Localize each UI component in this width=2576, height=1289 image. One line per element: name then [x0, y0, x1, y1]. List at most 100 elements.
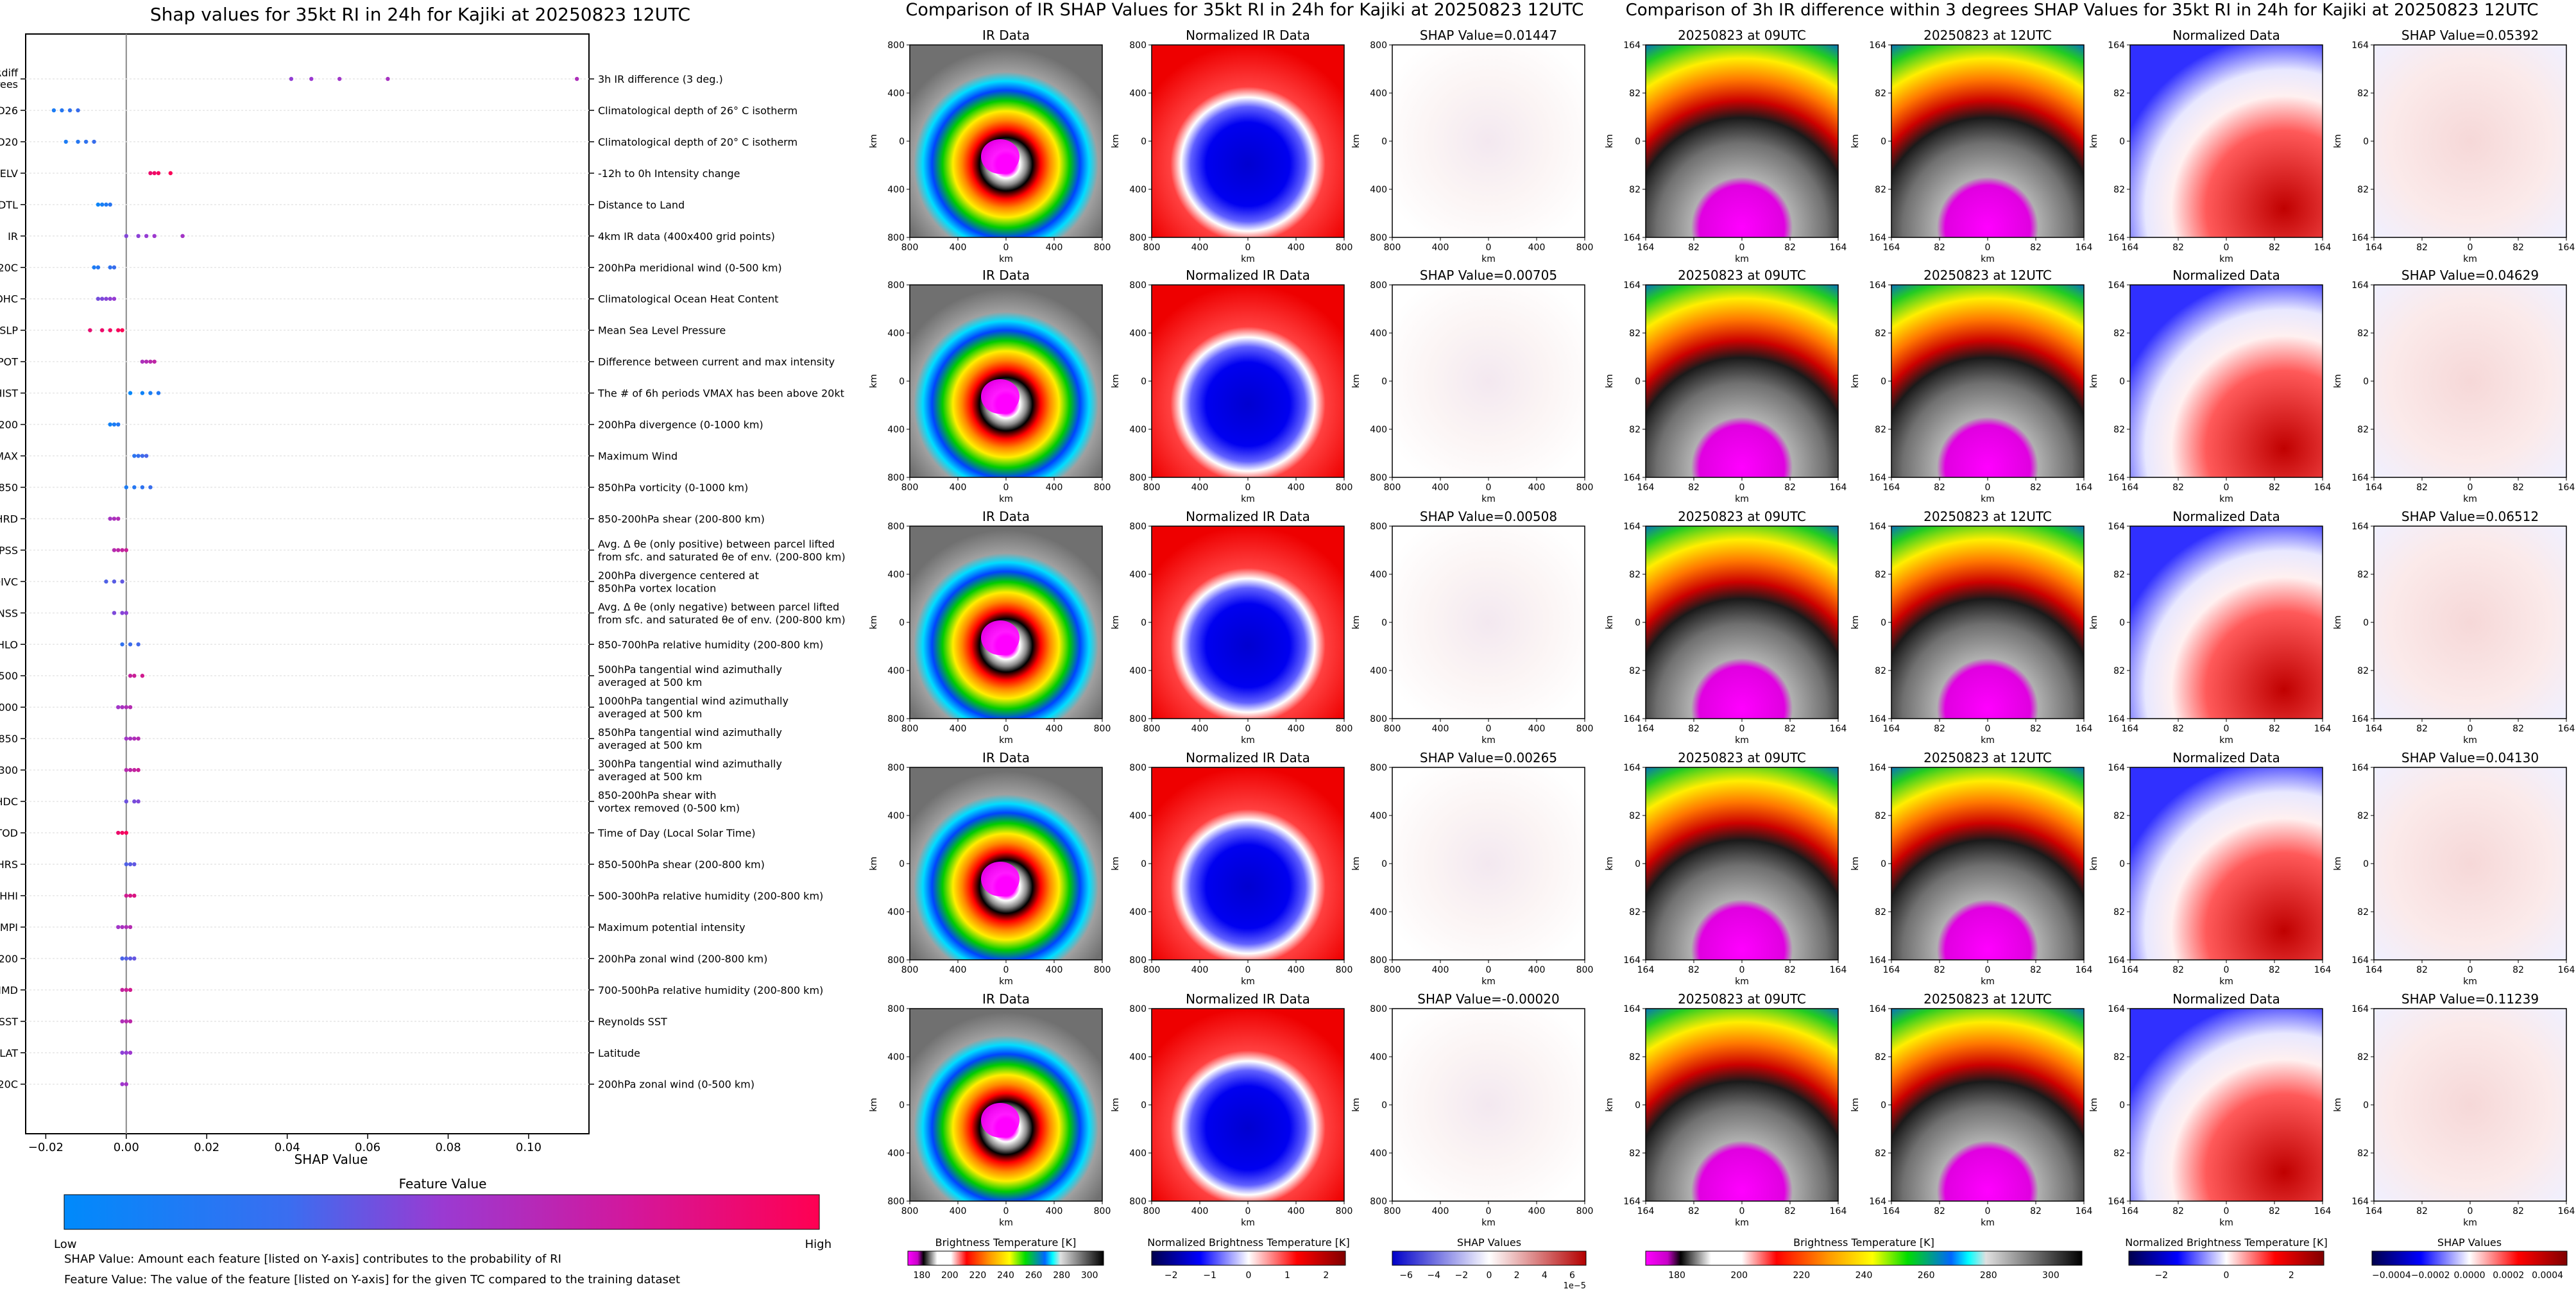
shap-dot	[152, 359, 157, 364]
shap-dot	[108, 265, 112, 269]
x-tick-label: 400	[1288, 482, 1305, 493]
colorbar-tick-label: 4	[1542, 1270, 1548, 1281]
x-tick-label: 164	[1883, 482, 1900, 493]
y-tick-label: 82	[1629, 907, 1641, 918]
feature-code-label: LAT	[0, 1047, 18, 1059]
feature-description: 850hPa tangential wind azimuthally	[598, 726, 782, 738]
shap-dot	[116, 705, 121, 710]
x-tick-label: 164	[2076, 1206, 2093, 1216]
x-tick-label: 164	[2314, 724, 2332, 734]
shap-dot	[116, 328, 121, 332]
y-tick-label: 82	[2357, 570, 2369, 580]
eye-feature	[981, 1103, 1019, 1138]
shap-dot	[128, 767, 133, 773]
y-tick-label: 800	[887, 763, 905, 773]
y-tick-label: 0	[1381, 859, 1387, 869]
image-panel: Normalized IR Data8008004004000040040080…	[1111, 509, 1352, 746]
y-tick-label: 164	[1869, 40, 1886, 51]
y-axis-label: km	[1850, 615, 1861, 629]
y-tick-label: 164	[2108, 763, 2125, 773]
y-tick-label: 164	[2108, 233, 2125, 243]
shap-dot	[128, 987, 133, 993]
image-panel: 20250823 at 12UTC1641648282008282164164k…	[1850, 509, 2092, 746]
feature-description: 200hPa zonal wind (200-800 km)	[598, 953, 767, 965]
image-panel: 20250823 at 09UTC1641648282008282164164k…	[1605, 750, 1847, 987]
shap-dot	[124, 1082, 128, 1086]
x-tick-label: 82	[2512, 1206, 2524, 1216]
panel-title: SHAP Value=0.11239	[2401, 991, 2539, 1007]
shap-dot	[144, 454, 149, 458]
shap-dot	[132, 799, 137, 804]
y-tick-label: 400	[887, 185, 905, 195]
colorbar-tick-label: 260	[1918, 1270, 1935, 1281]
y-tick-label: 400	[887, 1148, 905, 1159]
feature-description: Maximum Wind	[598, 450, 678, 463]
image-panel: Normalized Data1641648282008282164164kmk…	[2089, 268, 2331, 504]
shap-dot	[120, 328, 124, 332]
image-panel: SHAP Value=0.065121641648282008282164164…	[2333, 509, 2575, 746]
x-tick-label: 400	[1046, 1206, 1063, 1216]
shap-dot	[128, 674, 133, 678]
y-tick-label: 0	[1881, 1100, 1886, 1111]
x-axis-label: km	[1981, 1218, 1995, 1228]
colorbar-exponent: 1e−5	[1564, 1281, 1586, 1289]
y-tick-label: 82	[2357, 907, 2369, 918]
x-axis-label: km	[2463, 1218, 2477, 1228]
y-tick-label: 82	[2113, 185, 2125, 195]
x-tick-label: 0	[2468, 965, 2473, 975]
image-panel: SHAP Value=0.046291641648282008282164164…	[2333, 268, 2575, 504]
shap-dot	[124, 767, 128, 773]
feature-description: averaged at 500 km	[598, 771, 702, 783]
x-tick-label: 800	[901, 1206, 919, 1216]
y-tick-label: 400	[1370, 425, 1387, 435]
feature-description: averaged at 500 km	[598, 739, 702, 751]
x-tick-label: 164	[2122, 965, 2139, 975]
colorbar-tick-label: 260	[1025, 1270, 1043, 1281]
panel-image	[1891, 285, 2084, 477]
x-tick-label: 400	[950, 724, 967, 734]
y-tick-label: 800	[887, 233, 905, 243]
y-tick-label: 800	[1370, 714, 1387, 724]
shap-dot	[136, 736, 141, 741]
x-axis-label: km	[1481, 494, 1496, 504]
y-tick-label: 400	[1370, 811, 1387, 821]
y-tick-label: 82	[1629, 1148, 1641, 1159]
feature-code-label: COHC	[0, 293, 18, 305]
shap-dot	[136, 234, 141, 238]
y-tick-label: 164	[1623, 233, 1641, 243]
y-tick-label: 164	[2108, 1197, 2125, 1207]
shap-dot	[67, 108, 73, 113]
y-axis-label: km	[1111, 374, 1121, 388]
y-tick-label: 0	[1881, 618, 1886, 628]
shap-dot	[124, 893, 128, 898]
y-tick-label: 800	[1370, 1197, 1387, 1207]
panel-image	[1152, 285, 1344, 477]
shap-dot	[124, 862, 128, 867]
feature-code-label: U200	[0, 953, 18, 965]
y-tick-label: 800	[887, 473, 905, 483]
y-tick-label: 164	[1869, 714, 1886, 724]
x-tick-label: 0	[1245, 724, 1251, 734]
feature-code-label: VMAX	[0, 450, 18, 463]
x-tick-label: 164	[2122, 724, 2139, 734]
feature-description: 850hPa vortex location	[598, 582, 716, 594]
shap-dot	[112, 516, 117, 521]
y-tick-label: 400	[887, 89, 905, 99]
y-tick-label: 0	[2119, 377, 2125, 387]
colorbar-gradient	[1645, 1251, 2083, 1266]
y-axis-label: km	[2333, 615, 2343, 629]
x-tick-label: 800	[1143, 724, 1161, 734]
shap-dot	[132, 454, 137, 458]
shap-dot	[120, 830, 124, 835]
y-axis-label: km	[2333, 374, 2343, 388]
image-panel: Normalized Data1641648282008282164164kmk…	[2089, 991, 2331, 1228]
x-tick-label: 800	[1384, 724, 1401, 734]
image-panel: 20250823 at 12UTC1641648282008282164164k…	[1850, 750, 2092, 987]
y-tick-label: 82	[2357, 1052, 2369, 1063]
y-tick-label: 0	[1141, 377, 1147, 387]
panel-title: 20250823 at 12UTC	[1923, 750, 2052, 765]
y-tick-label: 164	[1869, 473, 1886, 483]
shap-dot	[120, 925, 124, 930]
x-axis-label: km	[1241, 254, 1255, 264]
feature-description-labels: 3h IR difference (3 deg.) Climatological …	[589, 73, 846, 1091]
